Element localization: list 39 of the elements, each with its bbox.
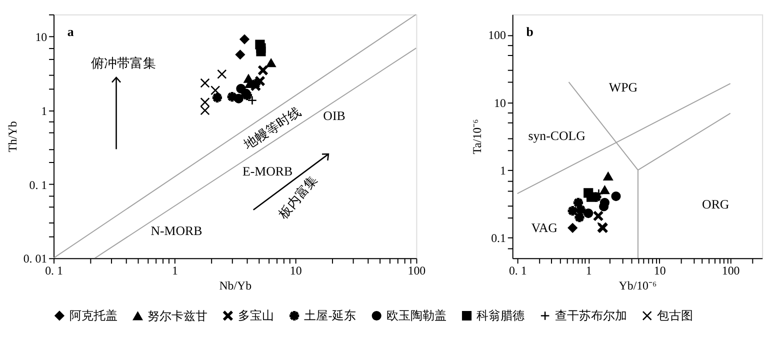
y-tick-label: 0. 1 <box>29 178 48 192</box>
annotation: WPG <box>608 80 638 95</box>
y-tick-label: 10 <box>494 96 506 110</box>
annotation: a <box>67 25 74 40</box>
x-tick-label: 100 <box>408 263 426 278</box>
x-tick-label: 1 <box>172 263 178 278</box>
legend-label: 努尔卡兹甘 <box>148 308 208 323</box>
annotation: 地幔等时线 <box>240 104 304 153</box>
x-tick-label: 1 <box>586 263 592 278</box>
x-axis-title: Nb/Yb <box>219 278 252 292</box>
legend-label: 欧玉陶勒盖 <box>386 308 446 323</box>
annotation: b <box>526 25 534 40</box>
legend-label: 多宝山 <box>238 308 274 323</box>
legend-label: 包古图 <box>657 308 694 323</box>
x-tick-label: 10 <box>290 263 302 278</box>
annotation: VAG <box>531 220 558 235</box>
y-axis-title: Th/Yb <box>5 121 20 152</box>
annotation: ORG <box>702 197 730 212</box>
y-tick-label: 100 <box>488 28 506 42</box>
y-tick-label: 1 <box>500 164 506 178</box>
x-tick-label: 0. 1 <box>508 263 527 278</box>
annotation: OIB <box>323 108 346 123</box>
y-axis-title: Ta/10⁻⁶ <box>470 119 484 154</box>
y-tick-label: 1 <box>41 104 48 118</box>
annotation: E-MORB <box>242 164 293 179</box>
x-tick-label: 10 <box>654 263 666 278</box>
y-tick-label: 10 <box>35 30 48 44</box>
x-axis-title: Yb/10⁻⁶ <box>618 278 657 292</box>
y-tick-label: 0.1 <box>491 231 506 246</box>
legend-label: 科翁腊德 <box>476 308 525 323</box>
legend-label: 土屋-延东 <box>304 308 356 323</box>
annotation: 俯冲带富集 <box>91 56 156 71</box>
annotation: N-MORB <box>150 224 202 238</box>
y-tick-label: 0. 01 <box>23 252 48 266</box>
annotation: syn-COLG <box>528 128 586 143</box>
legend-label: 阿克托盖 <box>69 308 118 323</box>
x-tick-label: 0. 1 <box>45 263 63 278</box>
x-tick-label: 100 <box>722 263 740 278</box>
legend-label: 查干苏布尔加 <box>554 308 627 323</box>
